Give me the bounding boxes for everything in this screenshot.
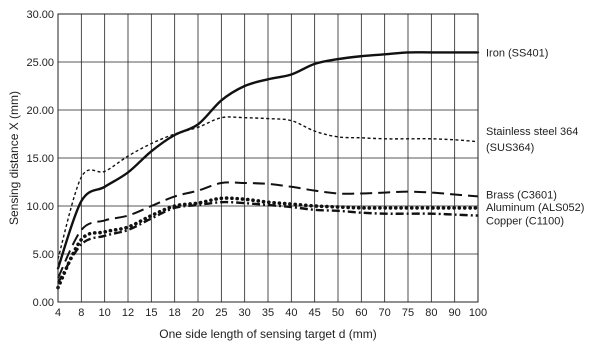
x-tick-label: 30 (239, 307, 251, 319)
x-tick-label: 45 (309, 307, 321, 319)
x-tick-label: 50 (332, 307, 344, 319)
series-label: (SUS364) (486, 142, 534, 154)
y-tick-label: 15.00 (26, 153, 54, 165)
y-tick-label: 5.00 (33, 249, 54, 261)
y-axis-title: Sensing distance X (mm) (7, 91, 21, 225)
x-tick-label: 90 (449, 307, 461, 319)
series-label: Stainless steel 364 (486, 126, 578, 138)
x-axis-ticks: 4 8 10 12 15 18 20 25 30 35 40 45 50 60 70 75 80 90 100 (55, 307, 487, 319)
x-tick-label: 40 (285, 307, 297, 319)
x-tick-label: 15 (145, 307, 157, 319)
y-tick-label: 30.00 (26, 9, 54, 21)
x-tick-label: 80 (425, 307, 437, 319)
series-lines (56, 51, 480, 290)
series-line-0 (56, 51, 480, 270)
grid (57, 13, 479, 303)
series-line-4 (56, 200, 479, 284)
x-tick-label: 35 (262, 307, 274, 319)
x-tick-label: 60 (355, 307, 367, 319)
x-tick-label: 12 (122, 307, 134, 319)
x-tick-label: 100 (469, 307, 487, 319)
x-tick-label: 70 (379, 307, 391, 319)
x-tick-label: 18 (169, 307, 181, 319)
series-label: Brass (C3601) (486, 189, 557, 201)
series-label: Iron (SS401) (486, 47, 548, 59)
y-tick-label: 0.00 (33, 297, 54, 309)
series-labels: Iron (SS401) Stainless steel 364 (SUS364) B… (486, 47, 584, 227)
series-label: Aluminum (ALS052) (486, 202, 584, 214)
y-tick-label: 10.00 (26, 201, 54, 213)
plot-frame (57, 13, 479, 303)
series-line-1 (57, 116, 479, 259)
x-tick-label: 10 (99, 307, 111, 319)
series-line-3 (56, 196, 480, 290)
y-axis-ticks: 0.00 5.00 10.00 15.00 20.00 25.00 30.00 (26, 9, 54, 309)
x-tick-label: 25 (215, 307, 227, 319)
y-tick-label: 20.00 (26, 105, 54, 117)
x-tick-label: 4 (55, 307, 61, 319)
x-tick-label: 8 (78, 307, 84, 319)
x-tick-label: 75 (402, 307, 414, 319)
series-line-2 (57, 181, 479, 279)
y-tick-label: 25.00 (26, 57, 54, 69)
x-axis-title: One side length of sensing target d (mm) (159, 327, 376, 341)
x-tick-label: 20 (192, 307, 204, 319)
series-label: Copper (C1100) (486, 215, 564, 227)
